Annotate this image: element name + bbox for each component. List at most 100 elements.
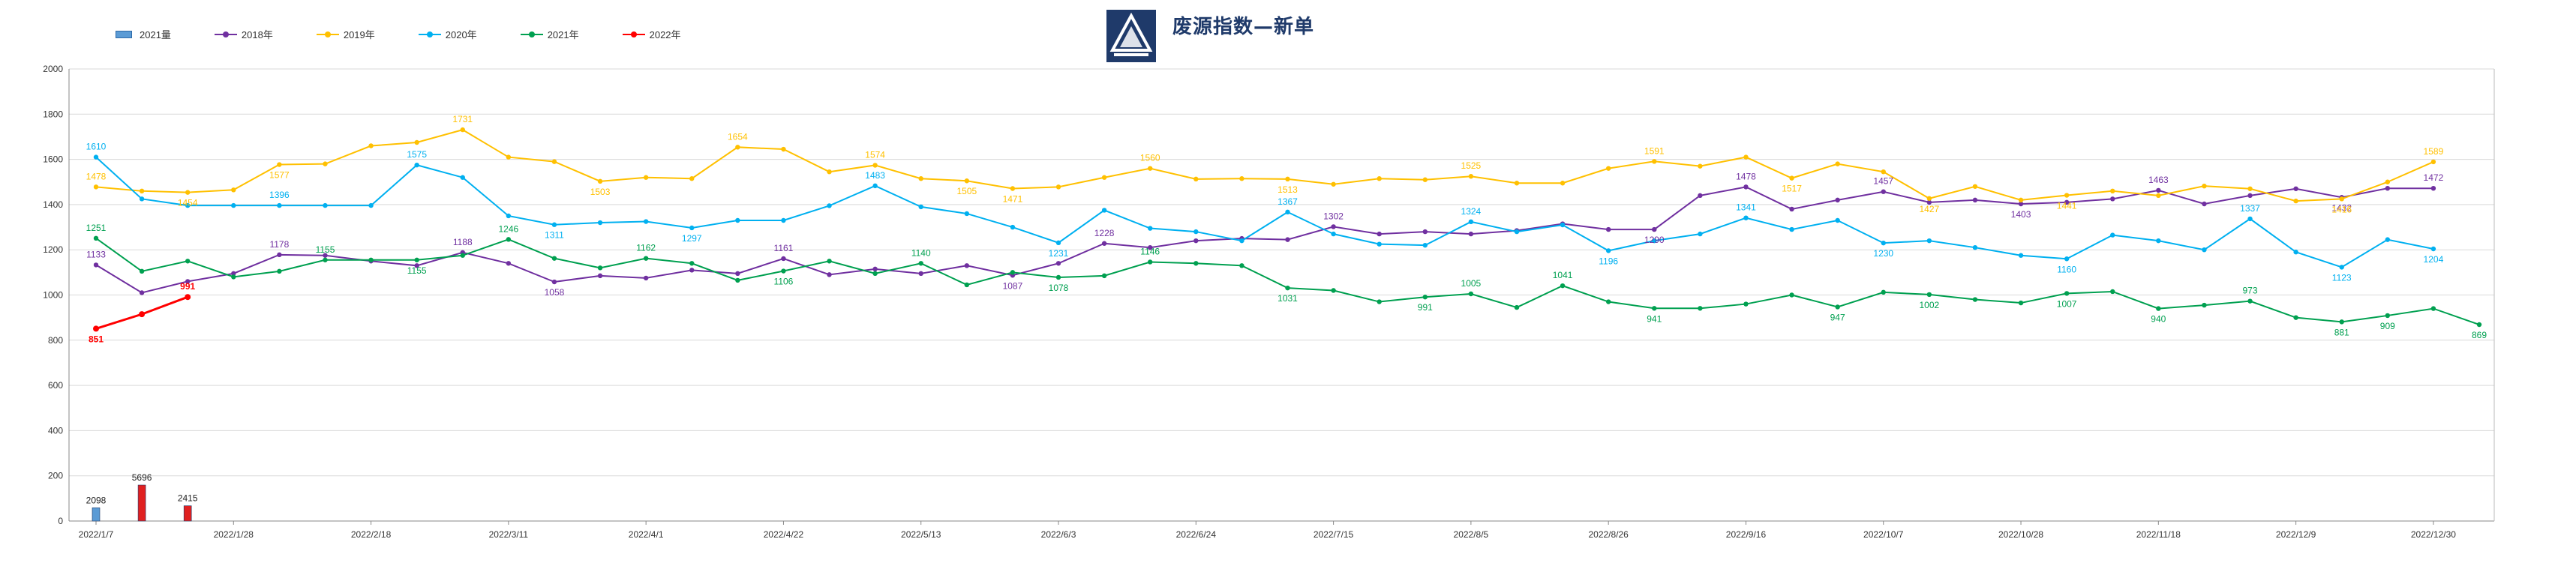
data-label: 941 [1647, 313, 1662, 324]
series-point [689, 225, 695, 231]
x-tick-label: 2022/9/16 [1726, 529, 1767, 540]
data-label: 1230 [1873, 248, 1893, 259]
series-point [1835, 161, 1840, 166]
series-point [597, 265, 603, 271]
series-point [1560, 181, 1566, 186]
data-label: 991 [1418, 302, 1433, 313]
x-tick-label: 2022/8/5 [1454, 529, 1489, 540]
series-point [1468, 219, 1474, 225]
grid-lines [69, 68, 2494, 522]
series-point [1743, 301, 1749, 307]
series-point [2202, 201, 2207, 207]
series-point [2247, 216, 2253, 222]
series-point [2202, 247, 2207, 253]
series-point [1101, 175, 1107, 180]
x-tick-label: 2022/11/18 [2136, 529, 2181, 540]
data-label: 1517 [1782, 184, 1802, 194]
series-point [1055, 184, 1061, 190]
series-point [2156, 306, 2161, 311]
series-point [2293, 250, 2298, 255]
data-label: 1337 [2240, 203, 2260, 214]
series-point [735, 277, 740, 283]
series-point [2110, 232, 2115, 238]
data-label: 1503 [590, 187, 611, 197]
y-tick-label: 1400 [43, 199, 63, 210]
series-point [414, 139, 419, 145]
series-point [2247, 193, 2253, 199]
data-label: 1087 [1003, 280, 1023, 291]
y-tick-label: 1200 [43, 244, 63, 255]
series-point [185, 259, 191, 264]
x-tick-label: 2022/12/30 [2411, 529, 2456, 540]
series-point [1239, 263, 1244, 268]
series-point [1239, 238, 1244, 244]
bar-value-label: 2098 [86, 495, 107, 505]
data-label: 1654 [728, 131, 748, 142]
series-point [1972, 197, 1978, 203]
series-point [414, 263, 419, 268]
series-point [323, 161, 328, 166]
series-point [918, 176, 923, 181]
series-point [1514, 181, 1520, 186]
x-tick-label: 2022/6/3 [1041, 529, 1076, 540]
data-label: 1454 [178, 198, 198, 208]
data-label: 1483 [865, 170, 885, 181]
x-tick-label: 2022/12/9 [2276, 529, 2316, 540]
y-tick-label: 200 [48, 471, 63, 481]
series-point [2385, 237, 2391, 242]
data-label: 947 [1830, 312, 1845, 322]
series-point [277, 202, 282, 208]
data-label: 1041 [1553, 270, 1573, 280]
series-point [918, 271, 923, 277]
data-label: 869 [2472, 330, 2487, 340]
series-point [2476, 322, 2482, 328]
series-point [2430, 306, 2436, 311]
series-point [964, 211, 970, 217]
legend-swatch [622, 30, 645, 39]
legend-label: 2022年 [649, 29, 681, 40]
series-point [2293, 186, 2298, 191]
series-point [277, 252, 282, 258]
series-point [2430, 185, 2436, 191]
series-point [1698, 193, 1703, 199]
y-tick-label: 400 [48, 425, 63, 436]
data-label: 851 [89, 334, 104, 344]
series-point [689, 261, 695, 266]
series-point [506, 154, 512, 160]
x-tick-label: 2022/10/28 [1998, 529, 2043, 540]
data-label: 1196 [1599, 256, 1618, 266]
series-point [93, 235, 99, 241]
data-label: 1731 [452, 114, 473, 124]
series-point [231, 274, 236, 280]
series-point [1148, 259, 1153, 265]
data-label: 1123 [2332, 272, 2352, 283]
x-tick-label: 2022/8/26 [1588, 529, 1629, 540]
series-point [781, 217, 786, 223]
series-point [2110, 289, 2115, 295]
series-point [735, 271, 740, 277]
legend-label: 2021年 [547, 29, 579, 40]
series-point [1331, 231, 1336, 237]
series-point [1835, 217, 1840, 223]
data-label: 1591 [1644, 145, 1665, 156]
series-point [2293, 198, 2298, 204]
series-point [2293, 315, 2298, 320]
series-point [93, 154, 99, 160]
series-point [93, 184, 99, 190]
series-point [1193, 238, 1199, 244]
data-label: 1162 [636, 243, 656, 253]
series-point [1377, 299, 1382, 304]
series-point [1193, 261, 1199, 266]
data-label: 991 [180, 281, 195, 292]
series-point [643, 256, 649, 261]
series-point [1926, 292, 1932, 298]
legend-swatch [316, 30, 339, 39]
series-point [1331, 181, 1336, 187]
series-point [2247, 298, 2253, 304]
series-point [2339, 319, 2344, 325]
data-label: 1525 [1461, 160, 1482, 171]
series-point [1285, 237, 1290, 242]
bar-value-label: 2415 [178, 493, 198, 504]
series-point [1698, 163, 1703, 169]
